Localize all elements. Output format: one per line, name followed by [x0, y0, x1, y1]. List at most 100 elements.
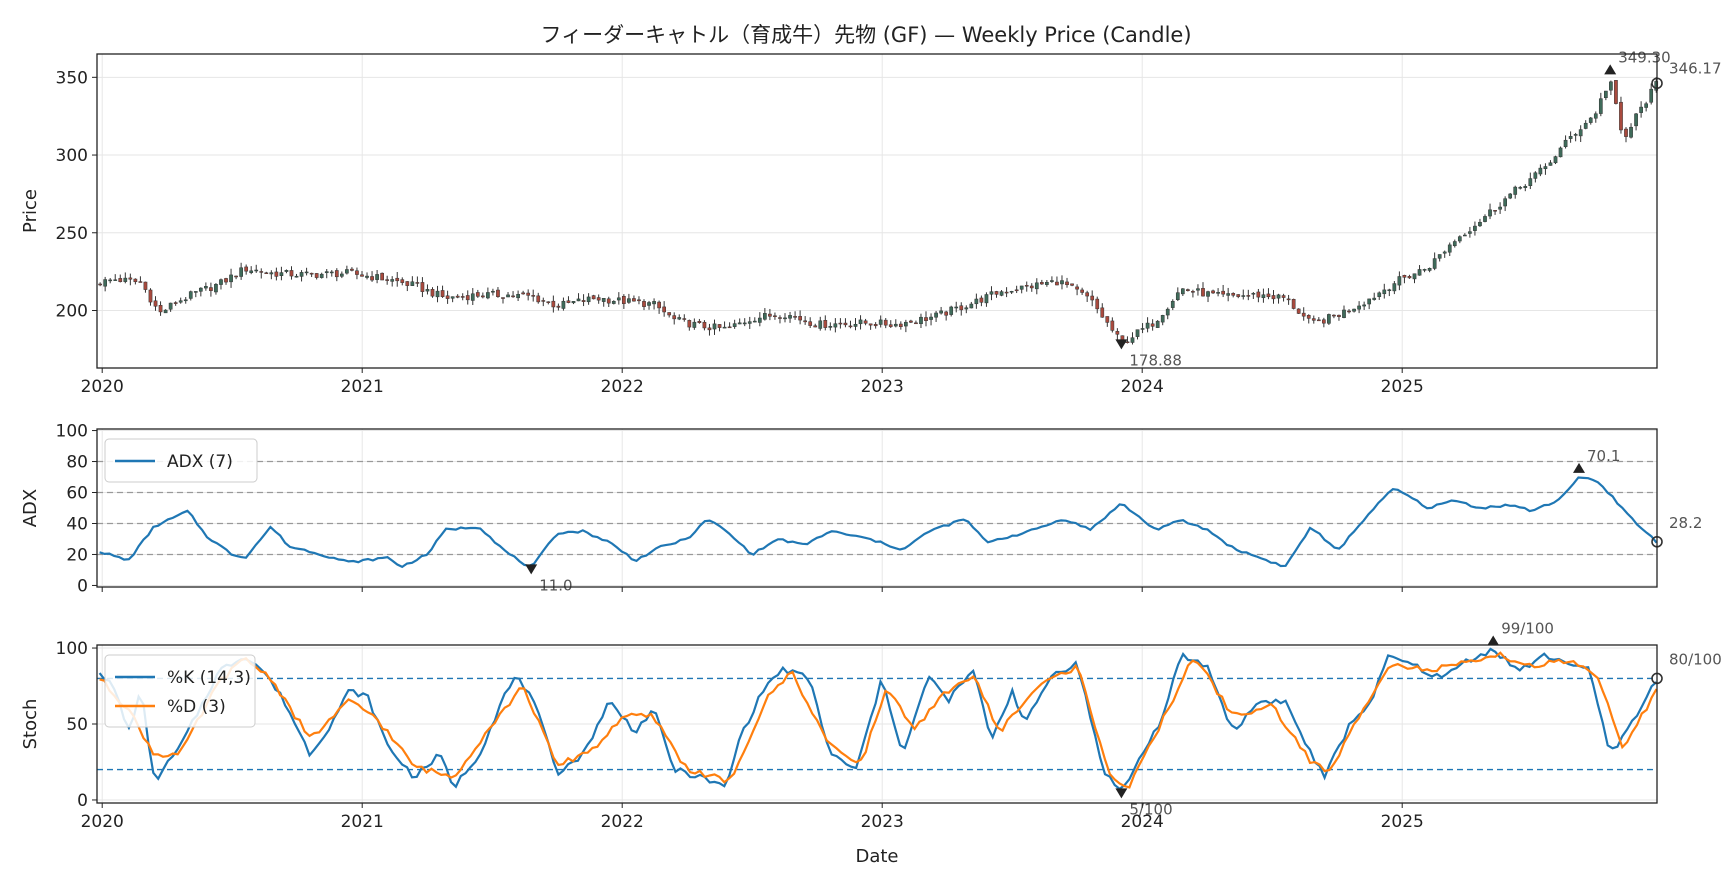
candle-body	[229, 274, 233, 283]
candle-body	[133, 278, 138, 283]
candle-body	[1649, 88, 1654, 103]
candle-body	[1417, 269, 1422, 276]
legend-box	[104, 654, 256, 728]
candle-body	[511, 295, 515, 298]
candle-body	[1165, 308, 1170, 316]
candle-body	[1352, 308, 1356, 312]
candle-body	[843, 322, 848, 326]
candle-body	[561, 300, 566, 309]
candle-body	[1039, 282, 1044, 285]
candle-body	[370, 276, 374, 281]
candle-body	[1588, 117, 1593, 123]
y-axis-title: Price	[20, 189, 41, 233]
candle-body	[1029, 285, 1034, 289]
candle-body	[1478, 221, 1482, 227]
candle-body	[1442, 251, 1447, 254]
candle-body	[516, 294, 520, 299]
y-axis-title: ADX	[20, 489, 41, 528]
candle-body	[294, 275, 299, 278]
candle-body	[1427, 268, 1432, 271]
candle-body	[118, 278, 123, 283]
candle-body	[556, 305, 561, 308]
candle-body	[919, 316, 923, 325]
candle-body	[1226, 293, 1231, 296]
candle-body	[1397, 276, 1402, 286]
candle-body	[329, 271, 334, 274]
candle-body	[637, 299, 641, 302]
candle-body	[299, 272, 304, 277]
candle-body	[365, 275, 369, 278]
candle-body	[571, 301, 576, 304]
candle-body	[264, 272, 269, 275]
candle-body	[158, 305, 163, 313]
candle-body	[1281, 295, 1286, 298]
candle-body	[672, 315, 677, 320]
candle-body	[883, 319, 888, 326]
candle-body	[1125, 341, 1130, 344]
candle-body	[531, 295, 536, 297]
candle-body	[1457, 236, 1462, 242]
candle-body	[249, 270, 254, 273]
candle-body	[999, 291, 1004, 296]
candle-body	[1593, 113, 1598, 119]
x-tick-label: 2020	[81, 812, 124, 832]
candle-body	[234, 275, 238, 278]
candle-body	[254, 269, 259, 272]
candle-body	[818, 320, 823, 329]
candle-body	[1634, 113, 1638, 127]
max-annotation: 70.1	[1587, 447, 1620, 465]
candle-body	[304, 271, 309, 274]
candle-body	[1598, 98, 1603, 114]
candle-body	[798, 316, 802, 321]
candle-body	[702, 321, 707, 329]
candle-body	[898, 323, 903, 327]
candle-body	[1095, 298, 1100, 310]
candle-body	[1170, 300, 1175, 308]
candle-body	[1452, 241, 1457, 247]
max-marker	[1573, 462, 1585, 473]
candle-body	[1100, 307, 1105, 318]
candle-body	[1135, 329, 1140, 337]
candle-body	[752, 320, 757, 323]
max-marker	[1487, 635, 1500, 646]
candle-body	[284, 270, 289, 272]
candle-body	[1553, 156, 1558, 164]
candle-body	[596, 297, 601, 301]
candle-body	[1070, 283, 1074, 286]
candle-body	[1321, 319, 1326, 324]
price-panel: 349.30 178.88 346.17 200 250 300 350 Price 2020 2…	[20, 48, 1722, 397]
candle-body	[1009, 291, 1014, 293]
candle-body	[1034, 282, 1039, 290]
candle-body	[1447, 244, 1452, 253]
candle-body	[375, 274, 379, 280]
x-tick-label: 2022	[601, 377, 644, 397]
x-tick-label: 2022	[601, 812, 644, 832]
candle-body	[616, 297, 621, 301]
candle-body	[622, 295, 626, 304]
y-tick-label: 100	[56, 639, 88, 659]
candle-body	[712, 323, 717, 330]
min-annotation: 11.0	[539, 576, 572, 594]
candle-body	[1306, 315, 1311, 319]
y-tick-label: 250	[56, 224, 88, 244]
candle-body	[435, 290, 440, 298]
legend-label: ADX (7)	[167, 452, 233, 472]
candle-body	[274, 271, 279, 277]
candle-body	[1483, 216, 1487, 222]
candle-body	[657, 301, 661, 309]
candle-body	[410, 281, 415, 286]
candle-body	[153, 300, 158, 307]
candle-body	[1437, 254, 1442, 259]
series-line-1	[99, 476, 1658, 569]
x-axis-title: Date	[855, 846, 898, 867]
candle-body	[853, 323, 858, 327]
candle-body	[239, 267, 243, 277]
candle-body	[455, 295, 460, 298]
candle-body	[143, 281, 148, 290]
candle-body	[1619, 101, 1623, 131]
candle-body	[576, 298, 581, 302]
y-tick-label: 20	[66, 545, 88, 565]
candle-body	[1362, 304, 1366, 307]
candle-body	[1216, 292, 1220, 294]
candle-body	[1241, 295, 1246, 297]
